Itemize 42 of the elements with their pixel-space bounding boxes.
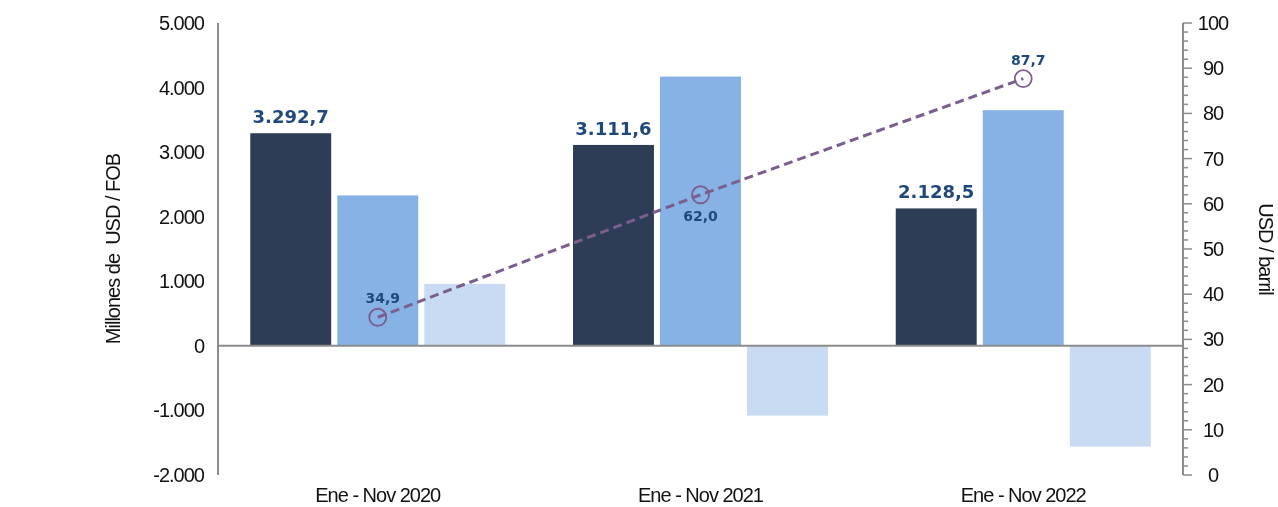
- point: [691, 185, 710, 205]
- y-tick-label: 3.000: [158, 141, 205, 164]
- y2-tick-label: 70: [1202, 147, 1224, 170]
- bar: [573, 144, 654, 346]
- y2-tick-label: 0: [1207, 464, 1219, 486]
- y2-tick-label: 20: [1202, 373, 1224, 396]
- x-tick-label: Ene - Nov 2021: [638, 484, 764, 506]
- data-label: 3.111,6: [575, 117, 652, 139]
- point: [368, 307, 388, 327]
- bar: [250, 133, 332, 346]
- x-tick-label: Ene - Nov 2022: [960, 484, 1087, 506]
- data-label: 87,7: [1010, 51, 1046, 68]
- y-tick-label: 4.000: [158, 76, 205, 99]
- y2-tick-label: 10: [1202, 418, 1224, 441]
- y-tick-label: 0: [193, 334, 205, 357]
- y2-tick-label: 40: [1202, 283, 1224, 306]
- bar: [747, 345, 828, 416]
- bar: [337, 195, 419, 346]
- point: [1013, 69, 1033, 88]
- data-label: 3.292,7: [252, 106, 329, 128]
- y-axis-title: Millones de USD / FOB: [102, 153, 124, 345]
- y-tick-label: 2.000: [158, 205, 205, 228]
- y2-tick-label: 30: [1202, 328, 1224, 351]
- x-tick-label: Ene - Nov 2020: [315, 484, 442, 506]
- bar: [424, 283, 506, 346]
- bar: [1069, 345, 1151, 447]
- y2-tick-label: 100: [1197, 12, 1230, 34]
- y-tick-label: -2.000: [153, 464, 205, 486]
- y2-tick-label: 80: [1202, 102, 1224, 125]
- data-label: 34,9: [365, 290, 401, 307]
- data-label: 2.128,5: [898, 181, 975, 203]
- bar: [895, 208, 977, 346]
- y2-tick-label: 60: [1202, 192, 1224, 215]
- y2-axis-title: USD / barril: [1255, 203, 1277, 296]
- data-label: 62,0: [683, 207, 719, 224]
- bar: [982, 110, 1064, 346]
- y2-tick-label: 90: [1202, 57, 1224, 80]
- bar: [660, 76, 741, 346]
- y-tick-label: 5.000: [158, 12, 205, 34]
- y-tick-label: -1.000: [153, 399, 205, 422]
- y2-tick-label: 50: [1202, 238, 1224, 260]
- y-tick-label: 1.000: [158, 270, 205, 293]
